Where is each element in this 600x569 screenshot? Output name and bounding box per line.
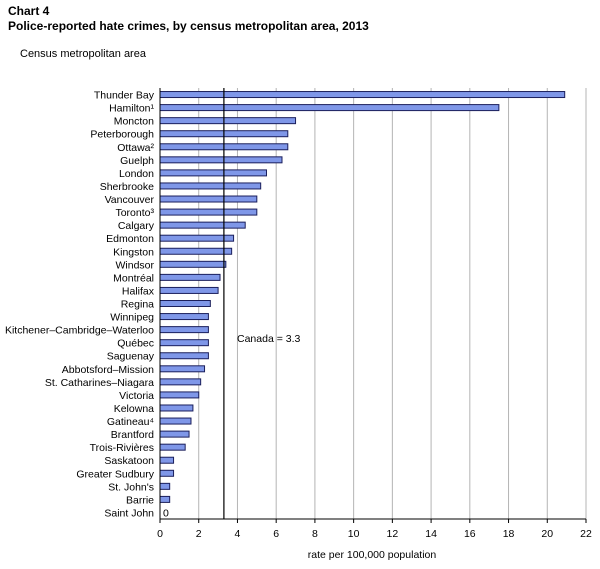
x-tick-label: 6 [273,528,279,540]
bar [159,117,297,125]
bar [159,417,192,425]
x-tick-label: 4 [235,528,241,540]
category-label: Brantford [111,429,154,441]
category-label: Trois-Rivières [90,442,154,454]
category-label: Barrie [126,494,154,506]
category-label: Winnipeg [110,312,154,324]
x-tick-label: 16 [464,528,476,540]
bar [159,482,171,490]
bar [159,195,258,203]
category-label: Edmonton [106,233,154,245]
bar [159,456,175,464]
bar [159,169,267,177]
x-tick-label: 20 [541,528,553,540]
bar [159,495,171,503]
x-tick-label: 10 [348,528,360,540]
bar [159,260,227,268]
bar [159,365,206,373]
bar [159,300,211,307]
category-label: Guelph [120,155,154,167]
x-tick-label: 18 [503,528,515,540]
category-label: Sherbrooke [100,181,154,193]
bar [159,391,200,399]
category-label: Saint John [104,507,154,519]
category-label: St. John's [108,481,154,493]
category-label: St. Catharines–Niagara [45,377,154,389]
category-label: Gatineau⁴ [107,416,154,428]
category-label: Kelowna [114,403,154,415]
bar [159,91,566,99]
bar [159,208,258,216]
bar [159,313,209,321]
bar [159,156,283,164]
category-label: Moncton [114,116,154,128]
x-axis-title: rate per 100,000 population [308,549,437,561]
x-tick-label: 12 [387,528,399,540]
category-label: Halifax [122,285,155,297]
bar [159,234,235,242]
bar [159,352,209,360]
bar [159,286,219,294]
bar [159,221,246,229]
category-label: Victoria [119,390,154,402]
category-label: Kitchener–Cambridge–Waterloo [5,325,154,337]
category-label: Saskatoon [104,455,154,467]
category-label: Vancouver [105,194,155,206]
category-label: Montréal [113,272,154,284]
category-label: Windsor [115,259,154,271]
chart-number: Chart 4 [8,4,50,18]
x-tick-label: 2 [196,528,202,540]
category-label: Greater Sudbury [76,468,154,480]
bar [159,182,262,190]
x-tick-label: 22 [580,528,592,540]
bar [159,443,186,451]
bar [159,326,209,334]
bar [159,104,500,112]
category-label: Regina [121,299,154,311]
bar [159,430,190,438]
category-label: Toronto³ [115,207,154,219]
category-label: Saguenay [107,351,155,363]
category-label: Peterborough [90,129,154,141]
bar [159,404,194,412]
category-label: Québec [117,338,154,350]
data-label: 0 [163,507,169,519]
category-axis-label: Census metropolitan area [20,48,146,60]
category-label: Kingston [113,246,154,258]
x-tick-label: 8 [312,528,318,540]
category-label: Calgary [118,220,155,232]
bar [159,339,209,347]
category-label: Ottawa² [117,142,154,154]
x-tick-label: 0 [157,528,163,540]
category-label: London [119,168,154,180]
chart-title: Police-reported hate crimes, by census m… [8,19,369,33]
category-label: Abbotsford–Mission [62,364,154,376]
bar [159,273,221,281]
bar [159,469,175,477]
x-tick-label: 14 [425,528,437,540]
bar [159,378,202,386]
bar [159,247,233,255]
reference-line-label: Canada = 3.3 [237,333,301,345]
category-label: Hamilton¹ [109,103,154,115]
category-label: Thunder Bay [94,90,155,102]
